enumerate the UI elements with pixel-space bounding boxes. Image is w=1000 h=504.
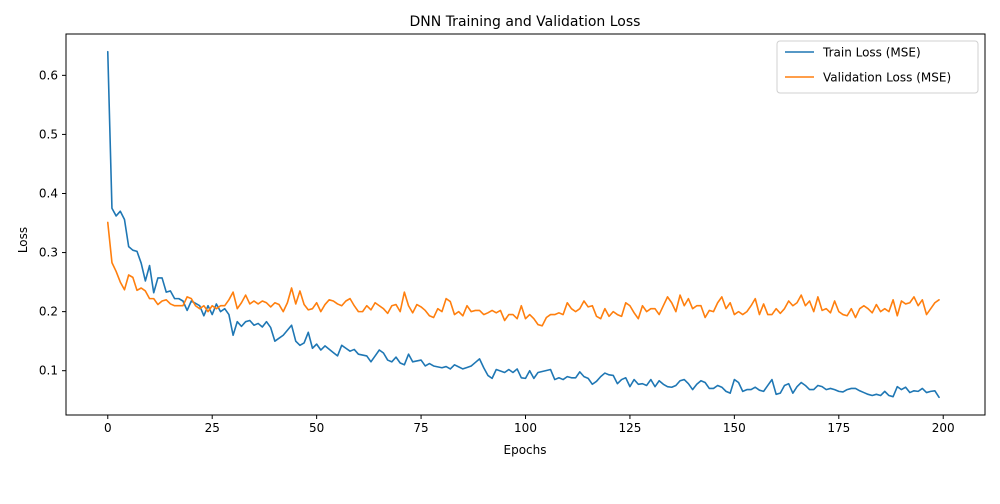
x-tick-label: 125 [618,421,641,435]
y-axis-label: Loss [16,227,30,253]
y-tick-label: 0.2 [39,305,58,319]
y-tick-label: 0.3 [39,246,58,260]
y-tick-label: 0.6 [39,68,58,82]
x-tick-label: 75 [413,421,428,435]
y-tick-label: 0.1 [39,364,58,378]
x-tick-label: 150 [723,421,746,435]
plot-frame [65,33,986,416]
legend-train-label: Train Loss (MSE) [822,46,921,60]
legend-box [776,40,979,94]
train-loss-line [106,50,940,399]
y-axis-ticks: 0.1 0.2 0.3 0.4 0.5 0.6 [39,68,66,378]
validation-loss-line [106,221,940,327]
y-tick-label: 0.5 [39,127,58,141]
x-tick-label: 0 [104,421,112,435]
series-layer [106,50,940,399]
x-tick-label: 200 [932,421,955,435]
chart-title: DNN Training and Validation Loss [410,14,641,30]
legend: Train Loss (MSE) Validation Loss (MSE) [776,40,979,94]
x-tick-label: 50 [309,421,324,435]
legend-validation-label: Validation Loss (MSE) [823,71,951,85]
x-tick-label: 100 [514,421,537,435]
plot-area [66,34,985,415]
x-axis-label: Epochs [504,443,547,457]
x-tick-label: 25 [205,421,220,435]
y-tick-label: 0.4 [39,186,58,200]
x-axis-ticks: 0 25 50 75 100 125 150 175 200 [104,415,955,435]
x-tick-label: 175 [827,421,850,435]
